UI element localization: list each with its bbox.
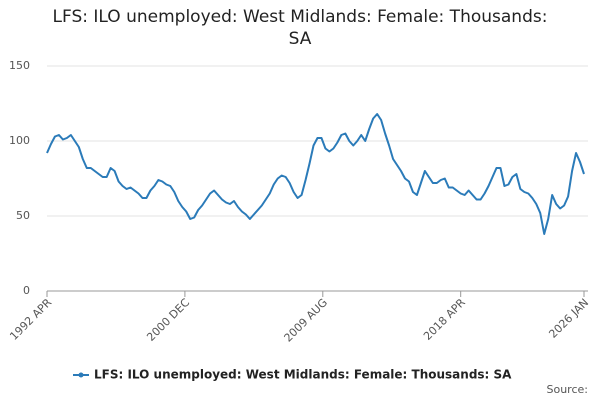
x-tick-label: 2026 JAN <box>546 296 591 341</box>
x-tick-label: 1992 APR <box>7 296 54 343</box>
legend-label: LFS: ILO unemployed: West Midlands: Fema… <box>94 368 512 382</box>
y-tick-label: 150 <box>9 59 30 72</box>
chart-title: LFS: ILO unemployed: West Midlands: Fema… <box>52 7 548 49</box>
y-tick-label: 100 <box>9 134 30 147</box>
y-tick-label: 0 <box>23 284 30 297</box>
x-tick-label: 2000 DEC <box>144 296 192 344</box>
legend-marker <box>78 372 84 378</box>
source: Source: <box>547 383 589 396</box>
x-tick-label: 2009 AUG <box>282 296 331 345</box>
y-tick-label: 50 <box>16 209 30 222</box>
x-tick-label: 2018 APR <box>421 296 468 343</box>
series-line <box>46 113 585 235</box>
